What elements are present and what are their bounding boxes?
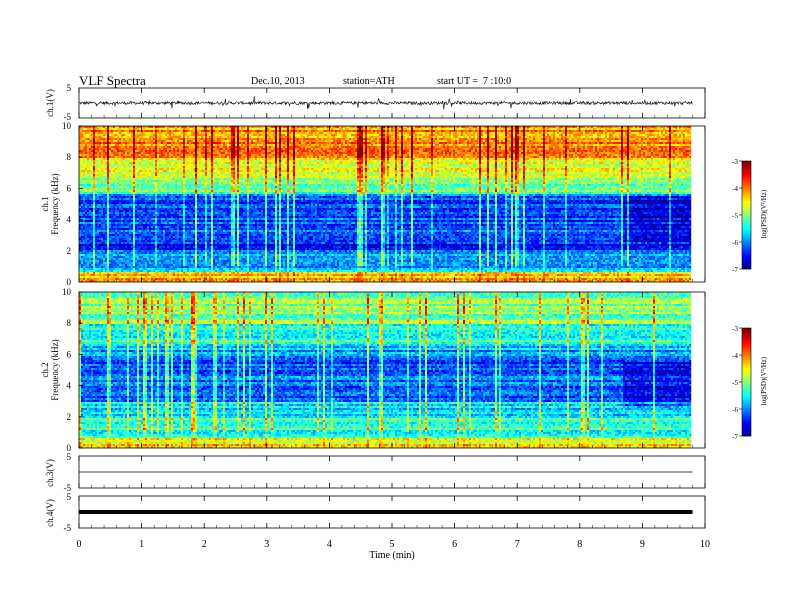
spec2-ytick: 8	[67, 318, 72, 328]
spec1-ytick: 4	[67, 215, 72, 225]
time-tick-label: 1	[139, 539, 144, 550]
colorbar-tick: -7	[732, 433, 738, 441]
colorbar-tick: -3	[732, 325, 738, 333]
time-tick-label: 8	[577, 539, 582, 550]
ch2-spectrogram-ticks: 0 2 4 6 8 10	[62, 287, 83, 453]
ch1-ytick-bottom: -5	[64, 112, 72, 122]
ch4-wave-ylabel: ch.4(V)	[45, 499, 55, 527]
time-axis-label: Time (min)	[369, 550, 414, 561]
colorbar-tick: -7	[732, 266, 738, 274]
ch3-ytick-bottom: -5	[64, 483, 72, 493]
colorbar-tick: -6	[732, 239, 738, 247]
spec2-ytick: 2	[67, 412, 72, 422]
ch1-waveform-panel: 5 -5 ch.1(V)	[45, 83, 706, 122]
ch1-spec-ylabel-frequency: Frequency (kHz)	[50, 173, 60, 234]
spec2-ytick: 6	[67, 349, 72, 359]
ch2-colorbar-label: log(PSD)(V²/Hz)	[760, 356, 768, 405]
ch2-spectrogram-panel: 0 2 4 6 8 10 ch.2 Frequency (kHz)	[40, 287, 706, 453]
ch3-waveform-panel: 5 -5 ch.3(V)	[45, 452, 706, 493]
spec1-ytick: 10	[62, 121, 72, 131]
time-tick-label: 9	[640, 539, 645, 550]
colorbar-tick: -4	[732, 352, 738, 360]
ch3-wave-ylabel: ch.3(V)	[45, 459, 55, 487]
ch1-spectrogram-panel: 0 2 4 6 8 10 ch.1 Frequency (kHz)	[40, 121, 706, 287]
time-tick-label: 6	[452, 539, 457, 550]
spec1-ytick: 6	[67, 183, 72, 193]
spec2-ytick: 4	[67, 381, 72, 391]
ch1-colorbar: -3 -4 -5 -6 -7	[732, 158, 752, 274]
ch1-spectrogram-ticks: 0 2 4 6 8 10	[62, 121, 83, 287]
time-tick-label: 7	[515, 539, 520, 550]
colorbar-tick: -3	[732, 158, 738, 166]
figure-title: VLF Spectra	[79, 73, 146, 88]
ch1-waveform-line	[78, 96, 693, 110]
spec2-ytick: 10	[62, 287, 72, 297]
time-tick-label: 10	[700, 539, 710, 550]
spec2-ytick: 0	[67, 443, 72, 453]
time-axis: 0 1 2 3 4 5 6 7 8 9 10	[77, 88, 710, 550]
ch4-ytick-top: 5	[67, 492, 72, 502]
time-tick-label: 4	[327, 539, 332, 550]
ch1-spectrogram-image	[79, 126, 692, 283]
colorbar-tick: -6	[732, 406, 738, 414]
date-label: Dec.10, 2013	[251, 76, 305, 87]
spec1-ytick: 2	[67, 246, 72, 256]
ch4-ytick-bottom: -5	[64, 523, 72, 533]
station-label: station=ATH	[343, 76, 395, 87]
time-tick-label: 2	[202, 539, 207, 550]
ch2-colorbar: -3 -4 -5 -6 -7	[732, 325, 752, 441]
spec1-ytick: 0	[67, 277, 72, 287]
ch4-waveform-panel: 5 -5 ch.4(V)	[45, 492, 706, 533]
time-tick-label: 3	[264, 539, 269, 550]
ch1-wave-ylabel: ch.1(V)	[45, 89, 55, 117]
ch3-ytick-top: 5	[67, 452, 72, 462]
ch2-spectrogram-image	[79, 292, 692, 449]
colorbar-tick: -5	[732, 379, 738, 387]
time-tick-label: 5	[390, 539, 395, 550]
start-time-label: start UT = 7 :10:0	[437, 76, 511, 87]
spec1-ytick: 8	[67, 152, 72, 162]
ch2-spec-ylabel-channel: ch.2	[40, 362, 50, 377]
ch1-colorbar-label: log(PSD)(V²/Hz)	[760, 189, 768, 238]
ch2-spec-ylabel-frequency: Frequency (kHz)	[50, 339, 60, 400]
ch1-ytick-top: 5	[67, 83, 72, 93]
ch1-spec-ylabel-channel: ch.1	[40, 196, 50, 211]
colorbar-tick: -4	[732, 185, 738, 193]
colorbar-tick: -5	[732, 212, 738, 220]
time-tick-label: 0	[77, 539, 82, 550]
ch1-waveform-trace	[78, 96, 693, 110]
